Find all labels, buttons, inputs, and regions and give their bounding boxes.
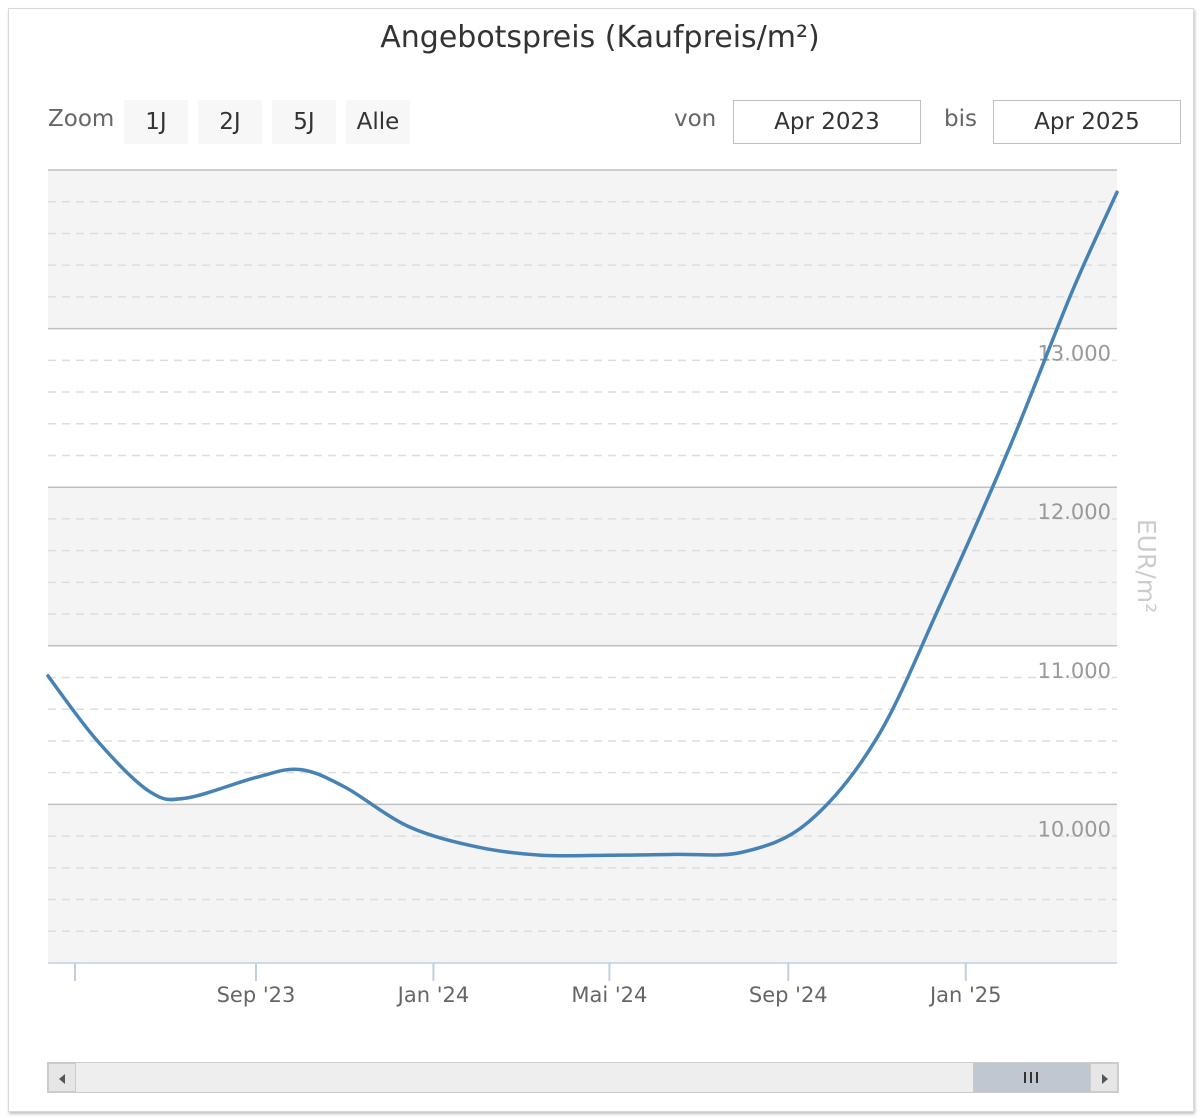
scroll-right-button[interactable] (1090, 1063, 1118, 1092)
range-to-label: bis (944, 106, 977, 132)
gridlines (48, 169, 1117, 933)
arrow-left-icon (59, 1074, 65, 1084)
y-tick-label: 12.000 (1038, 500, 1111, 524)
series-line (46, 190, 1119, 858)
plot-band (48, 804, 1117, 963)
plot-band (48, 487, 1117, 646)
range-from-label: von (674, 106, 717, 132)
scroll-left-button[interactable] (48, 1063, 76, 1092)
range-to-input[interactable] (993, 100, 1181, 144)
x-tick-label: Sep '24 (749, 983, 828, 1007)
zoom-5y-button[interactable]: 5J (272, 100, 336, 144)
zoom-all-button[interactable]: Alle (346, 100, 410, 144)
x-tick-label: Sep '23 (217, 983, 296, 1007)
x-tick-label: Jan '24 (396, 983, 470, 1007)
grip-icon (1024, 1072, 1038, 1083)
x-tick-label: Jan '25 (928, 983, 1002, 1007)
navigator-scrollbar[interactable] (47, 1062, 1119, 1093)
zoom-2y-button[interactable]: 2J (198, 100, 262, 144)
y-tick-label: 10.000 (1038, 817, 1111, 841)
x-tick-label: Mai '24 (571, 983, 647, 1007)
chart-title: Angebotspreis (Kaufpreis/m²) (380, 20, 820, 55)
plot-band (48, 170, 1117, 329)
x-axis: Sep '23 Jan '24 Mai '24 Sep '24 Jan '25 (48, 962, 1117, 1007)
y-tick-label: 11.000 (1038, 659, 1111, 683)
zoom-1y-button[interactable]: 1J (124, 100, 188, 144)
y-axis-title: EUR/m² (1132, 519, 1161, 613)
range-from-input[interactable] (733, 100, 921, 144)
arrow-right-icon (1102, 1074, 1108, 1084)
zoom-label: Zoom (48, 106, 115, 132)
scrollbar-thumb[interactable] (973, 1063, 1090, 1092)
plot-bands (48, 170, 1117, 963)
